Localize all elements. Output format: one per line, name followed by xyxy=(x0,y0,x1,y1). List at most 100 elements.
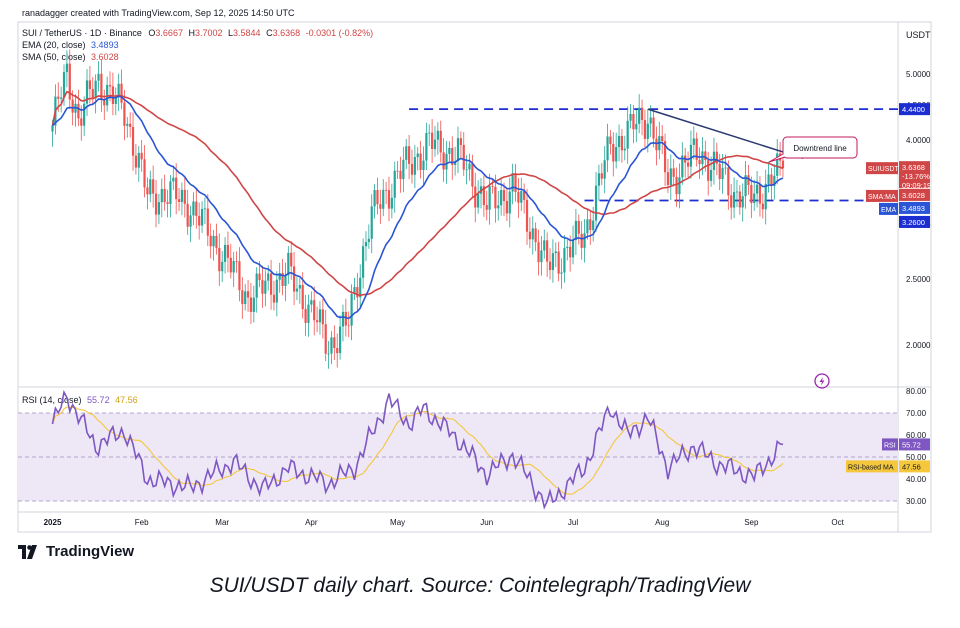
candle-body xyxy=(623,148,626,151)
created-by-text: ranadagger created with TradingView.com,… xyxy=(22,8,295,18)
price-tick-label: 5.0000 xyxy=(906,70,931,79)
candle-body xyxy=(137,152,140,168)
candle-body xyxy=(617,135,621,148)
time-tick-label: Jun xyxy=(480,518,493,527)
candle-body xyxy=(695,138,698,160)
candle-body xyxy=(416,153,419,158)
candle-body xyxy=(77,103,80,119)
candle-body xyxy=(669,168,672,185)
rsi-tick-label: 80.00 xyxy=(906,387,927,396)
candle-body xyxy=(511,173,514,192)
candle-body xyxy=(514,173,517,192)
candle-body xyxy=(580,233,583,248)
candle-body xyxy=(65,63,68,73)
rsi-tick-label: 50.00 xyxy=(906,453,927,462)
ohlc-high-value: 3.7002 xyxy=(195,28,223,38)
candle-body xyxy=(183,189,186,204)
candle-body xyxy=(672,168,675,177)
candle-body xyxy=(198,215,201,226)
candle-body xyxy=(108,84,112,87)
candle-body xyxy=(781,160,785,169)
candle-body xyxy=(298,285,301,289)
candle-body xyxy=(91,89,94,99)
ohlc-open-value: 3.6667 xyxy=(155,28,183,38)
sma-tag-text: 3.6028 xyxy=(902,191,925,200)
sma-legend-label: SMA (50, close) xyxy=(22,52,86,62)
rsi-layer xyxy=(51,389,784,510)
candle-body xyxy=(462,144,465,170)
ohlc-close-value: 3.6368 xyxy=(273,28,301,38)
candle-body xyxy=(448,147,451,154)
candle-body xyxy=(753,193,756,203)
candle-body xyxy=(758,184,762,204)
rsi-ma-name-tag xyxy=(846,460,898,473)
price-tick-label: 4.0000 xyxy=(906,136,931,145)
candle-body xyxy=(249,297,253,312)
candle-body xyxy=(172,177,175,182)
candle-body xyxy=(402,159,405,180)
candle-body xyxy=(761,203,764,210)
candle-body xyxy=(626,120,629,149)
candle-body xyxy=(755,184,759,194)
candle-body xyxy=(385,189,388,191)
rsi-value-tag xyxy=(899,438,930,451)
candle-body xyxy=(698,159,701,165)
candle-body xyxy=(436,130,439,140)
candle-body xyxy=(540,250,543,263)
candle-body xyxy=(350,293,353,326)
rsi-legend-value: 55.72 xyxy=(87,395,110,405)
candle-body xyxy=(295,288,299,292)
candle-body xyxy=(494,186,497,209)
candle-body xyxy=(336,348,339,354)
candle-body xyxy=(546,240,549,262)
suiusdt-tag-text: 3.6368 xyxy=(902,163,925,172)
candle-body xyxy=(488,186,491,210)
candle-body xyxy=(218,247,221,272)
candle-body xyxy=(244,291,247,305)
ohlc-open-label: O xyxy=(148,28,155,38)
candle-body xyxy=(373,190,376,207)
ohlc-close-label: C xyxy=(266,28,273,38)
ohlc-change-value: -0.0301 (-0.82%) xyxy=(306,28,374,38)
candle-body xyxy=(571,239,575,258)
candle-body xyxy=(341,311,345,327)
candle-body xyxy=(735,191,739,193)
candle-body xyxy=(408,146,411,164)
candle-body xyxy=(387,190,391,209)
candle-body xyxy=(157,202,161,215)
candle-body xyxy=(405,146,408,160)
candle-body xyxy=(681,155,684,178)
ema-name-tag xyxy=(879,202,898,215)
candle-body xyxy=(356,287,359,298)
ohlc-high-label: H xyxy=(188,28,195,38)
candle-body xyxy=(520,191,523,203)
candle-body xyxy=(764,183,767,210)
candle-body xyxy=(264,280,267,294)
candle-body xyxy=(301,285,304,310)
candle-body xyxy=(724,167,727,169)
candle-body xyxy=(272,294,276,303)
chart-svg: ranadagger created with TradingView.com,… xyxy=(17,8,932,533)
candle-body xyxy=(445,153,448,170)
candle-body xyxy=(310,300,313,305)
candle-body xyxy=(321,309,324,325)
candle-body xyxy=(471,163,474,187)
moving-averages-layer xyxy=(51,90,784,320)
candle-body xyxy=(727,167,730,196)
candle-body xyxy=(103,100,106,106)
candle-body xyxy=(261,280,264,294)
ema-legend: EMA (20, close) 3.4893 xyxy=(22,40,119,50)
lightning-icon[interactable] xyxy=(814,373,830,389)
candle-body xyxy=(477,193,480,208)
candle-body xyxy=(433,139,437,150)
candle-body xyxy=(666,172,670,185)
candle-body xyxy=(606,136,609,161)
tradingview-logo-icon xyxy=(18,544,37,559)
candle-body xyxy=(712,151,716,170)
candle-body xyxy=(732,191,736,208)
candle-body xyxy=(315,320,319,323)
candle-body xyxy=(370,206,373,239)
candle-body xyxy=(189,215,192,227)
suiusdt-name-label: SUIUSDT xyxy=(868,166,899,173)
candle-body xyxy=(482,186,485,206)
